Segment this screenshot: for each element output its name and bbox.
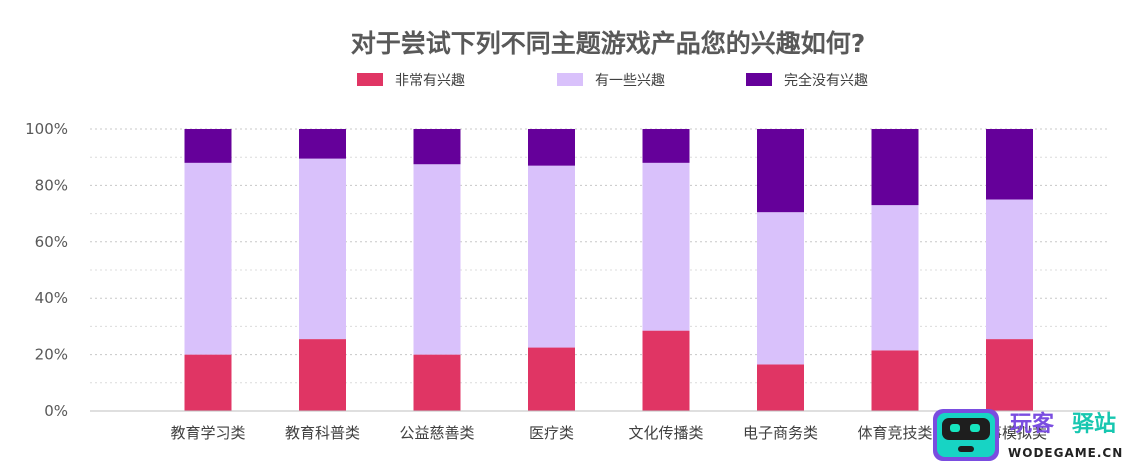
- bar-segment: [986, 129, 1033, 200]
- legend-label: 有一些兴趣: [595, 73, 665, 89]
- bar-segment: [871, 350, 919, 411]
- logo-right-eye-icon: [970, 424, 980, 432]
- x-category-label: 教育学习类: [170, 424, 245, 442]
- logo-mouth-icon: [958, 446, 974, 452]
- y-axis-ticks: 0% 20% 40% 60% 80% 100%: [25, 120, 68, 420]
- bar-segment: [528, 347, 575, 411]
- x-category-label: 文化传播类: [628, 424, 703, 442]
- gridlines: [90, 128, 1110, 384]
- bar-segment: [299, 339, 346, 411]
- bar-segment: [184, 354, 232, 411]
- logo-visor-icon: [942, 418, 990, 440]
- legend: 非常有兴趣 有一些兴趣 完全没有兴趣: [357, 72, 868, 89]
- bar-segment: [986, 199, 1033, 340]
- chart-title: 对于尝试下列不同主题游戏产品您的兴趣如何?: [351, 29, 866, 58]
- bar-segment: [871, 205, 919, 351]
- bar-segment: [986, 339, 1033, 411]
- bar-segment: [757, 212, 804, 365]
- y-tick-label: 100%: [25, 120, 68, 138]
- legend-label: 非常有兴趣: [395, 73, 465, 89]
- x-axis-categories: 教育学习类 教育科普类 公益慈善类 医疗类 文化传播类 电子商务类 体育竞技类 军事模拟类: [170, 424, 1047, 442]
- legend-swatch: [357, 73, 383, 86]
- bar-segment: [413, 129, 461, 165]
- bar-segment: [184, 129, 232, 163]
- watermark-cn-left: 玩客: [1010, 411, 1055, 437]
- y-tick-label: 60%: [35, 233, 68, 251]
- bars: [184, 129, 1033, 411]
- x-category-label: 公益慈善类: [399, 424, 474, 442]
- legend-swatch: [557, 73, 583, 86]
- bar-segment: [528, 165, 575, 348]
- bar-segment: [757, 364, 804, 411]
- bar-segment: [413, 354, 461, 411]
- bar-segment: [642, 129, 690, 163]
- x-category-label: 电子商务类: [743, 424, 818, 442]
- bar-segment: [299, 158, 346, 340]
- y-tick-label: 20%: [35, 346, 68, 364]
- bar-segment: [642, 162, 690, 331]
- x-category-label: 教育科普类: [285, 424, 360, 442]
- bar-segment: [528, 129, 575, 166]
- y-tick-label: 80%: [35, 176, 68, 194]
- watermark-logo: 玩客 驿站 WODEGAME.CN: [933, 409, 1123, 461]
- y-tick-label: 0%: [44, 402, 68, 420]
- watermark-en: WODEGAME.CN: [1008, 446, 1123, 460]
- bar-segment: [299, 129, 346, 159]
- bar-segment: [413, 164, 461, 355]
- y-tick-label: 40%: [35, 289, 68, 307]
- x-category-label: 体育竞技类: [857, 424, 932, 442]
- bar-segment: [184, 162, 232, 355]
- bar-segment: [642, 330, 690, 411]
- bar-segment: [757, 129, 804, 213]
- legend-swatch: [746, 73, 772, 86]
- logo-left-eye-icon: [950, 424, 960, 432]
- x-category-label: 医疗类: [529, 424, 574, 442]
- watermark-cn-right: 驿站: [1072, 412, 1116, 437]
- legend-label: 完全没有兴趣: [784, 72, 868, 89]
- bar-segment: [871, 129, 919, 206]
